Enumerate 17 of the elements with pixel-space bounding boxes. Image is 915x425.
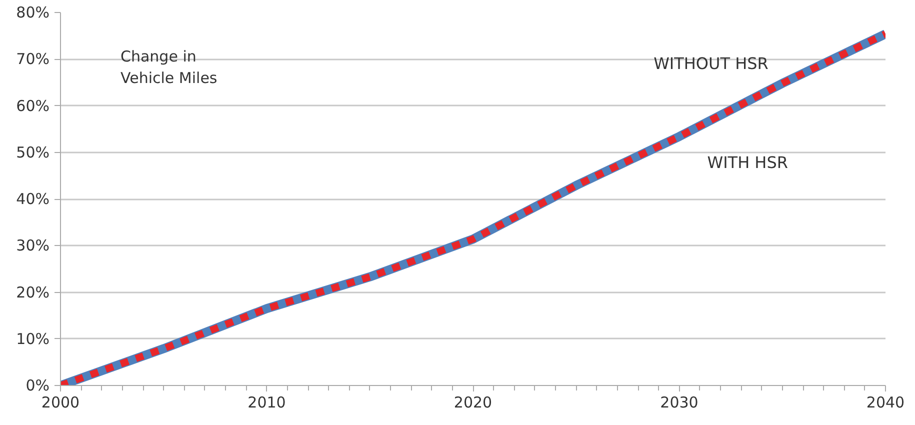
y-tick-label: 0% [26, 376, 50, 394]
series-label: WITH HSR [707, 153, 788, 172]
y-tick-label: 70% [16, 50, 50, 68]
y-tick-label: 80% [16, 4, 50, 22]
y-tick-label: 40% [16, 190, 50, 208]
y-tick-label: 60% [16, 96, 50, 115]
series-label: WITHOUT HSR [654, 54, 768, 73]
x-tick-label: 2000 [41, 394, 80, 412]
y-tick-label: 20% [16, 283, 50, 302]
y-tick-label: 10% [16, 330, 50, 348]
y-tick-label: 50% [16, 143, 50, 162]
x-tick-label: 2020 [454, 394, 492, 412]
x-tick-label: 2010 [248, 394, 286, 412]
y-tick-label: 30% [16, 236, 50, 255]
x-tick-label: 2030 [660, 394, 698, 412]
x-tick-label: 2040 [866, 394, 905, 412]
annotation: Change in Vehicle Miles [120, 48, 218, 88]
